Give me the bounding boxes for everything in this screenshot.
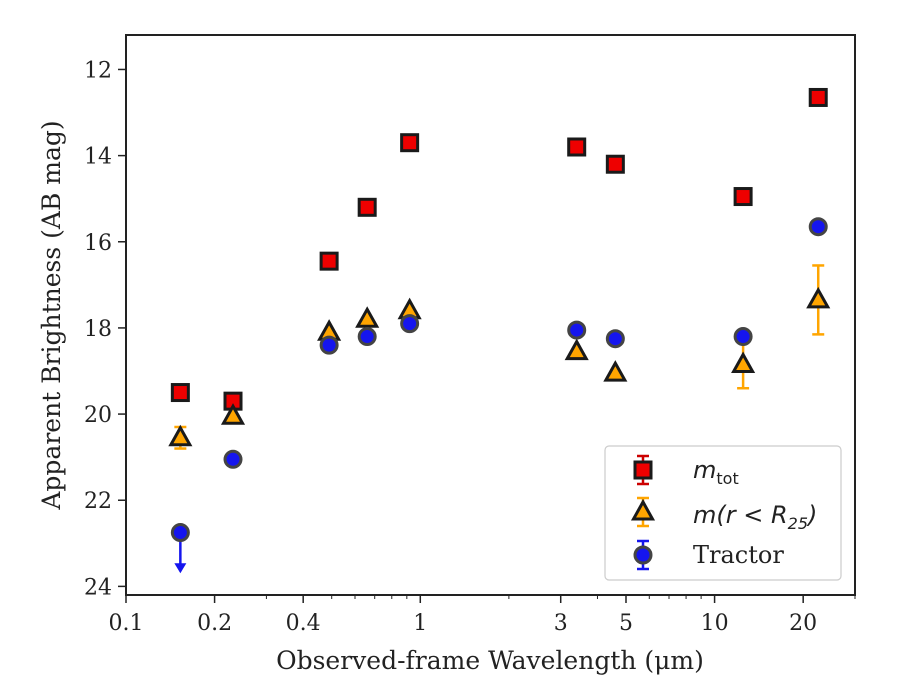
legend-marks <box>630 454 656 571</box>
data-point <box>319 335 339 355</box>
legend-entry-mr25: m(r < R25) <box>693 501 817 533</box>
legend-mr25-sub: 25 <box>788 514 808 533</box>
data-point <box>223 449 243 469</box>
data-point <box>170 523 190 543</box>
data-point <box>400 133 420 153</box>
series-0 <box>170 87 828 411</box>
y-tick-label: 20 <box>84 403 112 428</box>
x-axis-label: Observed-frame Wavelength (μm) <box>276 646 704 675</box>
data-point <box>567 320 587 340</box>
legend-mtot-sub: tot <box>716 469 738 488</box>
legend-box <box>604 445 842 581</box>
data-point <box>605 154 625 174</box>
data-point <box>400 314 420 334</box>
data-point <box>357 197 377 217</box>
y-tick-label: 14 <box>84 145 112 170</box>
data-point <box>806 286 831 309</box>
legend-marker <box>630 498 656 521</box>
legend-mtot-main: m <box>693 456 716 484</box>
x-tick-label: 1 <box>413 611 427 636</box>
legend-marker <box>633 545 653 565</box>
series-2 <box>170 217 828 574</box>
y-tick-label: 18 <box>84 317 112 342</box>
axis-ticks: 0.1 0.2 0.4 1 3 5 10 20 12 14 16 18 20 22 24 <box>84 58 856 636</box>
x-tick-label: 5 <box>619 611 633 636</box>
x-tick-label: 0.1 <box>109 611 144 636</box>
series-1 <box>168 264 831 450</box>
data-point <box>808 217 828 237</box>
data-point <box>603 360 628 382</box>
legend-mr25-main: m(r < R <box>693 501 788 529</box>
data-point <box>355 306 380 328</box>
data-point <box>168 424 193 447</box>
x-tick-label: 0.2 <box>197 611 232 636</box>
x-tick-label: 0.4 <box>286 611 321 636</box>
data-point <box>170 383 190 403</box>
data-point <box>733 187 753 207</box>
data-point <box>319 251 339 271</box>
data-point <box>605 329 625 349</box>
x-tick-label: 10 <box>701 611 729 636</box>
x-tick-label: 3 <box>554 611 568 636</box>
data-point <box>808 87 828 107</box>
data-point <box>220 403 246 425</box>
data-point <box>731 351 756 374</box>
y-tick-label: 24 <box>84 575 112 600</box>
plot-frame <box>125 34 856 596</box>
data-point <box>567 137 587 157</box>
data-marks <box>168 87 831 574</box>
y-tick-label: 16 <box>84 231 112 256</box>
y-axis-label: Apparent Brightness (AB mag) <box>37 120 66 510</box>
legend-mr25-tail: ) <box>806 501 817 529</box>
data-point <box>357 327 377 347</box>
y-tick-label: 22 <box>84 489 112 514</box>
legend-marker <box>633 460 653 480</box>
legend: mtot m(r < R25) Tractor <box>604 445 842 581</box>
data-point <box>564 338 589 361</box>
x-tick-label: 20 <box>789 611 817 636</box>
legend-entry-tractor: Tractor <box>693 541 784 569</box>
data-point <box>733 327 753 347</box>
upper-limit-arrow-head <box>174 563 187 574</box>
legend-entry-mtot: mtot <box>693 456 739 488</box>
y-tick-label: 12 <box>84 58 112 83</box>
